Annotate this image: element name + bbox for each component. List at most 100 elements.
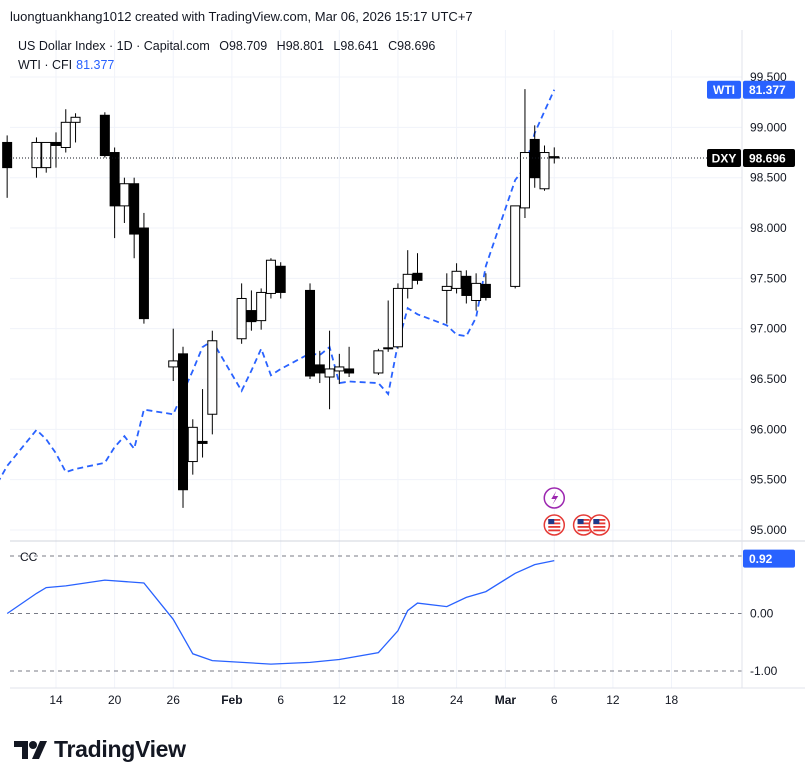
x-tick-label: 6 [551, 693, 558, 707]
candle-body [461, 275, 472, 296]
tradingview-logo-text: TradingView [54, 736, 186, 762]
candle-body [334, 366, 345, 372]
candle-body [451, 270, 462, 289]
flag-ring [588, 514, 611, 536]
candle-body [510, 205, 521, 287]
candle [344, 346, 355, 377]
candle [402, 250, 413, 299]
x-tick-label: 20 [108, 693, 122, 707]
candle [265, 258, 276, 299]
x-tick-label: 14 [49, 693, 63, 707]
candle-body [60, 121, 71, 148]
cc-value-tag: 0.92 [743, 549, 795, 568]
candle-body [314, 364, 325, 374]
candle [99, 112, 110, 158]
wti-price-tag-value: 81.377 [749, 83, 786, 97]
wti-price-tag-label: WTI [713, 83, 735, 97]
candle-body [441, 285, 452, 291]
main-symbol: US Dollar Index · 1D · Capital.com [18, 39, 210, 53]
x-tick-label: Feb [221, 693, 242, 707]
flag-stripe [593, 526, 606, 528]
candle-body [392, 287, 403, 348]
candle-body [138, 227, 149, 320]
us-flag-event-icon [543, 514, 566, 536]
price-tags: WTI 81.377 DXY 98.696 0.92 [707, 80, 795, 568]
y-tick-label: 96.500 [750, 372, 787, 386]
candle [2, 135, 13, 198]
candle-body [119, 183, 130, 207]
candle [539, 145, 550, 191]
wti-price-tag-label-bg [707, 80, 741, 99]
candle-body [99, 114, 110, 157]
candle-body [236, 297, 247, 340]
candle-body [539, 152, 550, 190]
x-tick-label: Mar [495, 693, 517, 707]
candle [207, 330, 218, 435]
y-tick-label: 97.500 [750, 271, 787, 285]
candle [334, 353, 345, 385]
overlay-series-legend: WTI · CFI 81.377 [18, 58, 114, 72]
candle-body [197, 440, 208, 444]
candle [236, 283, 247, 344]
axes: 99.500 99.000 98.500 98.000 97.500 97.000 96.5… [10, 30, 805, 707]
candle [324, 330, 335, 410]
x-tick-label: 26 [167, 693, 181, 707]
candle [178, 346, 189, 508]
candle [119, 177, 130, 223]
oscillator-label: CC [20, 550, 38, 564]
dxy-price-tag-label-bg [707, 148, 741, 167]
ohlc-close: C98.696 [388, 39, 436, 53]
x-tick-label: 18 [665, 693, 679, 707]
candle [138, 212, 149, 324]
candle-body [207, 340, 218, 415]
y-tick-label: 98.500 [750, 171, 787, 185]
candle [510, 205, 521, 289]
attribution: luongtuankhang1012 created with TradingV… [10, 9, 473, 24]
x-tick-label: 24 [450, 693, 464, 707]
cc-value-tag-value-bg [743, 549, 795, 568]
candle [314, 350, 325, 384]
flag-ring [543, 514, 566, 536]
candle [109, 147, 120, 239]
cc-tick-label: -1.00 [750, 664, 778, 678]
candle-body [383, 347, 394, 350]
candle-body [2, 141, 13, 169]
candle-body [412, 272, 423, 281]
x-tick-label: 12 [606, 693, 620, 707]
candle-body [519, 152, 530, 209]
y-tick-label: 98.000 [750, 221, 787, 235]
candle [519, 89, 530, 218]
candle [529, 125, 540, 188]
candle-body [529, 138, 540, 179]
overlay-symbol: WTI · CFI [18, 58, 73, 72]
event-markers [543, 487, 611, 536]
candle-body [51, 141, 61, 146]
dxy-price-tag: DXY 98.696 [707, 148, 795, 167]
candle-body [265, 259, 276, 294]
candle-body [41, 141, 52, 169]
flag-stripe [577, 526, 590, 528]
lightning-bolt-icon [551, 491, 559, 505]
flag-canton [577, 519, 584, 524]
candle [480, 273, 491, 301]
candle [129, 177, 140, 259]
candle [373, 348, 384, 375]
candle [256, 288, 267, 330]
wti-line [0, 89, 556, 481]
candle [305, 283, 316, 380]
candle [51, 132, 61, 168]
candle [471, 273, 482, 311]
candle-body [344, 368, 355, 374]
tradingview-logo[interactable]: TradingView [14, 736, 186, 763]
flag-canton [593, 519, 600, 524]
y-tick-label: 96.000 [750, 422, 787, 436]
wti-price-tag-value-bg [743, 80, 795, 99]
candle [197, 389, 208, 458]
flag-stripe [593, 529, 606, 532]
cc-series [6, 559, 555, 665]
us-flag-event-icon [588, 514, 611, 536]
dxy-price-tag-value: 98.696 [749, 151, 786, 165]
y-tick-label: 95.000 [750, 523, 787, 537]
candle [383, 300, 394, 352]
